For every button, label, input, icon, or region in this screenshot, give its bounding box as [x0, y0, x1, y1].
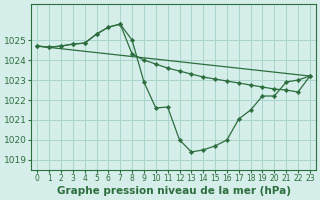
X-axis label: Graphe pression niveau de la mer (hPa): Graphe pression niveau de la mer (hPa) — [57, 186, 291, 196]
